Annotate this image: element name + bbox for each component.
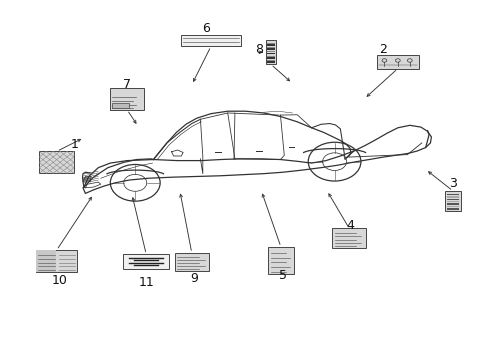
Bar bbox=[267, 247, 293, 274]
Bar bbox=[181, 35, 241, 46]
Bar bbox=[446, 206, 458, 207]
Bar bbox=[266, 56, 274, 57]
Text: 2: 2 bbox=[379, 43, 386, 56]
Bar bbox=[446, 201, 458, 202]
Bar bbox=[266, 51, 274, 52]
Bar bbox=[446, 203, 458, 205]
Bar bbox=[445, 191, 460, 211]
Bar bbox=[331, 228, 365, 248]
Bar bbox=[376, 55, 418, 68]
Bar bbox=[265, 40, 276, 64]
Bar bbox=[266, 44, 274, 46]
Bar bbox=[36, 250, 77, 272]
Bar bbox=[446, 194, 458, 195]
Bar bbox=[446, 198, 458, 200]
Bar bbox=[446, 196, 458, 198]
Bar bbox=[266, 62, 274, 63]
Bar bbox=[266, 53, 274, 54]
Text: 1: 1 bbox=[70, 138, 78, 151]
Text: 8: 8 bbox=[254, 43, 263, 56]
Text: 10: 10 bbox=[52, 274, 68, 287]
Text: 4: 4 bbox=[346, 219, 353, 232]
Text: 11: 11 bbox=[138, 276, 154, 289]
Bar bbox=[174, 253, 208, 271]
Bar bbox=[36, 250, 56, 272]
Text: 5: 5 bbox=[278, 269, 286, 282]
Text: 7: 7 bbox=[123, 78, 131, 91]
Text: 9: 9 bbox=[190, 272, 198, 285]
Bar bbox=[266, 47, 274, 48]
Bar bbox=[112, 103, 129, 108]
Bar bbox=[266, 60, 274, 61]
Text: 6: 6 bbox=[202, 22, 210, 35]
Bar bbox=[266, 48, 274, 50]
Bar bbox=[266, 57, 274, 59]
Bar bbox=[446, 208, 458, 210]
Bar bbox=[40, 152, 74, 173]
Bar bbox=[266, 43, 274, 44]
Text: 3: 3 bbox=[448, 177, 456, 190]
Bar bbox=[123, 255, 169, 269]
Bar bbox=[110, 88, 144, 110]
